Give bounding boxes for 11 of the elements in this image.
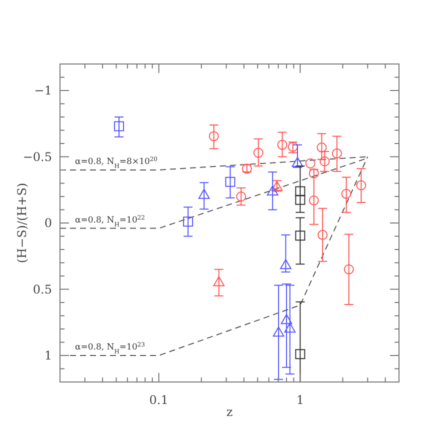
- series-label: α=0.8, N$_{H}$=10$^{22}$: [75, 214, 146, 228]
- series-label: α=0.8, N$_{H}$=8×10$^{20}$: [75, 156, 158, 170]
- y-axis-title: (H−S)/(H+S): [15, 182, 30, 264]
- y-tick-label: −1: [34, 84, 52, 98]
- series-label: α=0.8, N$_{H}$=10$^{23}$: [75, 341, 146, 355]
- x-axis-title: z: [226, 405, 233, 419]
- y-tick-label: 1: [44, 348, 52, 363]
- y-tick-label: 0: [44, 216, 52, 230]
- x-tick-label: 0.1: [149, 393, 168, 407]
- y-tick-label: −0.5: [22, 150, 52, 164]
- y-tick-label: 0.5: [32, 282, 52, 296]
